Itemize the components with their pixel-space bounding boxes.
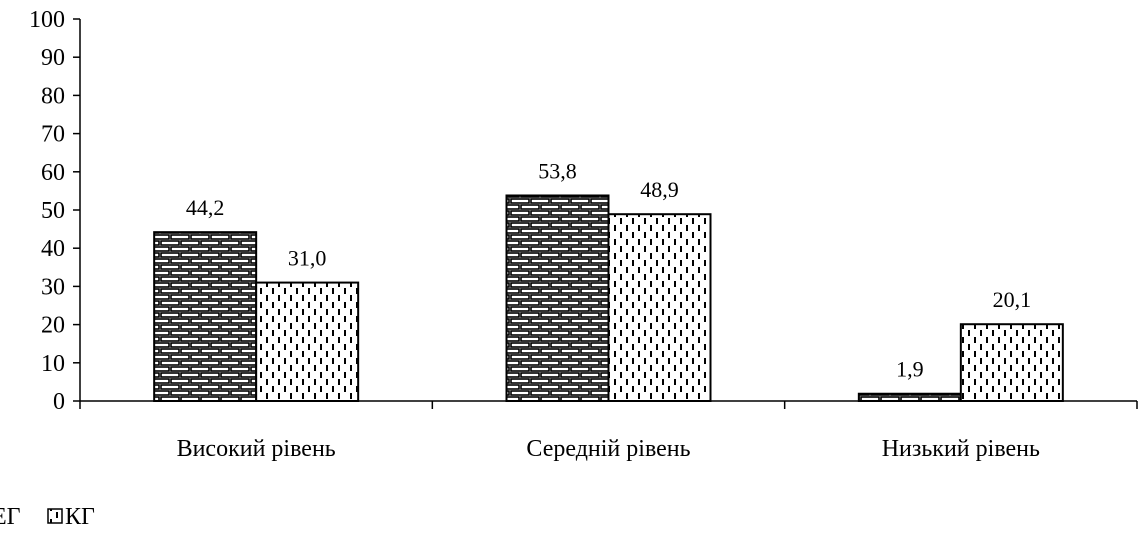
y-tick-label: 70: [41, 122, 65, 148]
y-tick-label: 60: [41, 160, 65, 186]
data-label: 44,2: [186, 195, 225, 220]
bar-eg: [857, 392, 962, 403]
legend-swatch-kg: [47, 508, 63, 524]
data-label: 53,8: [538, 158, 577, 183]
y-tick-label: 10: [41, 351, 65, 377]
y-tick-label: 50: [41, 198, 65, 224]
y-tick-label: 40: [41, 236, 65, 262]
bars: [153, 194, 1064, 403]
y-tick-label: 80: [41, 83, 65, 109]
legend: ЕГ КГ: [0, 504, 95, 530]
bar-eg: [505, 194, 610, 402]
bar-kg: [959, 323, 1064, 402]
y-tick-label: 100: [29, 7, 65, 33]
y-tick-label: 90: [41, 45, 65, 71]
data-label: 1,9: [896, 357, 924, 382]
x-category-label: Середній рівень: [526, 436, 690, 462]
bar-eg: [153, 231, 258, 402]
x-axis: Високий рівень Середній рівень Низький рів…: [79, 400, 1138, 462]
data-labels: 44,2 53,8 1,9 31,0 48,9 20,1: [186, 158, 1031, 381]
legend-label-eg: ЕГ: [0, 504, 21, 530]
data-label: 31,0: [288, 246, 327, 271]
x-category-label: Низький рівень: [882, 436, 1040, 462]
data-label: 48,9: [640, 177, 679, 202]
y-axis: 0 10 20 30 40 50 60 70 80 90 100: [29, 7, 81, 415]
data-label: 20,1: [993, 287, 1032, 312]
y-tick-label: 30: [41, 274, 65, 300]
legend-label-kg: КГ: [65, 504, 95, 530]
bar-kg: [255, 281, 360, 402]
x-category-label: Високий рівень: [177, 436, 336, 462]
bar-kg: [607, 213, 712, 402]
y-tick-label: 20: [41, 313, 65, 339]
y-tick-label: 0: [53, 389, 65, 415]
